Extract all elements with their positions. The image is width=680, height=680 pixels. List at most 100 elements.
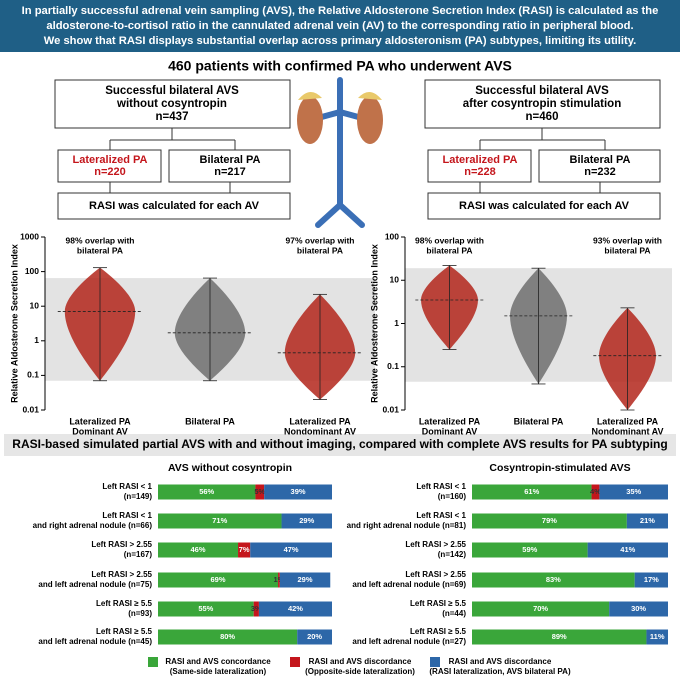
value-label: 11% bbox=[650, 632, 665, 641]
legend-label: (Opposite-side lateralization) bbox=[305, 667, 415, 676]
annotation: 98% overlap with bbox=[415, 235, 484, 245]
row-label: (n=167) bbox=[124, 550, 153, 559]
value-label: 89% bbox=[552, 632, 567, 641]
bar-segment bbox=[158, 542, 239, 558]
row-label: Left RASI < 1 bbox=[416, 511, 466, 520]
x-tick-label: Lateralized PA bbox=[419, 416, 481, 426]
bar-segment bbox=[158, 601, 254, 617]
chart-subtitle: Cosyntropin-stimulated AVS bbox=[489, 462, 630, 474]
value-label: 1% bbox=[274, 575, 285, 584]
row-label: Left RASI ≥ 5.5 bbox=[96, 627, 153, 636]
bar-segment bbox=[250, 542, 332, 558]
flow-text: Successful bilateral AVS bbox=[475, 85, 609, 97]
value-label: 20% bbox=[307, 632, 322, 641]
bar-segment bbox=[255, 484, 265, 500]
bar-segment bbox=[609, 601, 668, 617]
y-tick-label: 1 bbox=[394, 318, 399, 328]
value-label: 80% bbox=[220, 632, 235, 641]
legend-label: (Same-side lateralization) bbox=[170, 667, 267, 676]
row-label: and left adrenal nodule (n=27) bbox=[352, 637, 466, 646]
section-band bbox=[4, 434, 676, 456]
annotation: bilateral PA bbox=[426, 245, 472, 255]
bar-segment bbox=[158, 572, 279, 588]
row-label: (n=142) bbox=[438, 550, 467, 559]
y-tick-label: 0.01 bbox=[22, 404, 39, 414]
legend-swatch bbox=[148, 657, 158, 667]
flow-text: after cosyntropin stimulation bbox=[463, 98, 621, 110]
value-label: 71% bbox=[212, 516, 227, 525]
kidney-illustration bbox=[297, 77, 383, 228]
bar-segment bbox=[587, 542, 668, 558]
bar-segment bbox=[472, 484, 592, 500]
flow-text: n=217 bbox=[214, 166, 246, 178]
value-label: 47% bbox=[284, 545, 299, 554]
row-label: Left RASI > 2.55 bbox=[91, 540, 152, 549]
flow-text: Successful bilateral AVS bbox=[105, 85, 239, 97]
flow-text: n=460 bbox=[526, 111, 559, 123]
row-label: Left RASI < 1 bbox=[102, 511, 152, 520]
row-label: (n=160) bbox=[438, 492, 467, 501]
flow-text: RASI was calculated for each AV bbox=[459, 200, 630, 212]
value-label: 42% bbox=[288, 604, 303, 613]
bar-segment bbox=[297, 629, 332, 645]
bar-segment bbox=[264, 484, 332, 500]
y-tick-label: 0.1 bbox=[27, 370, 39, 380]
annotation: bilateral PA bbox=[297, 245, 343, 255]
flow-box bbox=[427, 192, 661, 220]
bar-segment bbox=[472, 572, 635, 588]
annotation: bilateral PA bbox=[604, 245, 650, 255]
value-label: 61% bbox=[524, 487, 539, 496]
value-label: 69% bbox=[211, 575, 226, 584]
value-label: 29% bbox=[299, 516, 314, 525]
main-title: 460 patients with confirmed PA who under… bbox=[168, 58, 512, 74]
row-label: and left adrenal nodule (n=75) bbox=[38, 580, 152, 589]
annotation: 98% overlap with bbox=[66, 235, 135, 245]
bar-segment bbox=[472, 601, 610, 617]
header-line: aldosterone-to-cortisol ratio in the can… bbox=[46, 20, 633, 32]
y-tick-label: 10 bbox=[30, 300, 40, 310]
header-line: In partially successful adrenal vein sam… bbox=[22, 5, 659, 17]
row-label: and left adrenal nodule (n=69) bbox=[352, 580, 466, 589]
legend-label: (RASI lateralization, AVS bilateral PA) bbox=[429, 667, 571, 676]
value-label: 30% bbox=[631, 604, 646, 613]
value-label: 3% bbox=[251, 604, 262, 613]
flow-text: without cosyntropin bbox=[116, 98, 227, 110]
annotation: 93% overlap with bbox=[593, 235, 662, 245]
value-label: 55% bbox=[198, 604, 213, 613]
row-label: Left RASI > 2.55 bbox=[91, 570, 152, 579]
row-label: Left RASI ≥ 5.5 bbox=[410, 627, 467, 636]
bar-segment bbox=[253, 601, 259, 617]
flow-text: Lateralized PA bbox=[443, 154, 518, 166]
y-axis-label: Relative Aldosterone Secretion Index bbox=[9, 244, 19, 403]
value-label: 70% bbox=[533, 604, 548, 613]
section-title: RASI-based simulated partial AVS with an… bbox=[12, 437, 667, 451]
value-label: 35% bbox=[626, 487, 641, 496]
header-band bbox=[0, 0, 680, 52]
bar-segment bbox=[599, 484, 668, 500]
x-tick-label: Dominant AV bbox=[422, 426, 478, 436]
bar-segment bbox=[238, 542, 251, 558]
bar-segment bbox=[158, 629, 298, 645]
y-tick-label: 100 bbox=[25, 266, 39, 276]
y-axis-label: Relative Aldosterone Secretion Index bbox=[369, 244, 379, 403]
row-label: and right adrenal nodule (n=81) bbox=[347, 521, 467, 530]
bar-segment bbox=[281, 513, 332, 529]
legend-swatch bbox=[290, 657, 300, 667]
value-label: 59% bbox=[522, 545, 537, 554]
bar-segment bbox=[626, 513, 668, 529]
y-tick-label: 1 bbox=[34, 335, 39, 345]
value-label: 17% bbox=[644, 575, 659, 584]
flow-box bbox=[57, 149, 162, 183]
row-label: (n=93) bbox=[128, 609, 152, 618]
legend-label: RASI and AVS discordance bbox=[449, 657, 552, 666]
flow-text: Bilateral PA bbox=[200, 154, 261, 166]
bar-segment bbox=[634, 572, 668, 588]
row-label: Left RASI ≥ 5.5 bbox=[410, 599, 467, 608]
x-tick-label: Bilateral PA bbox=[185, 416, 235, 426]
x-tick-label: Dominant AV bbox=[72, 426, 128, 436]
row-label: Left RASI ≥ 5.5 bbox=[96, 599, 153, 608]
y-tick-label: 100 bbox=[385, 231, 399, 241]
annotation: bilateral PA bbox=[77, 245, 123, 255]
row-label: and right adrenal nodule (n=66) bbox=[33, 521, 153, 530]
value-label: 79% bbox=[542, 516, 557, 525]
